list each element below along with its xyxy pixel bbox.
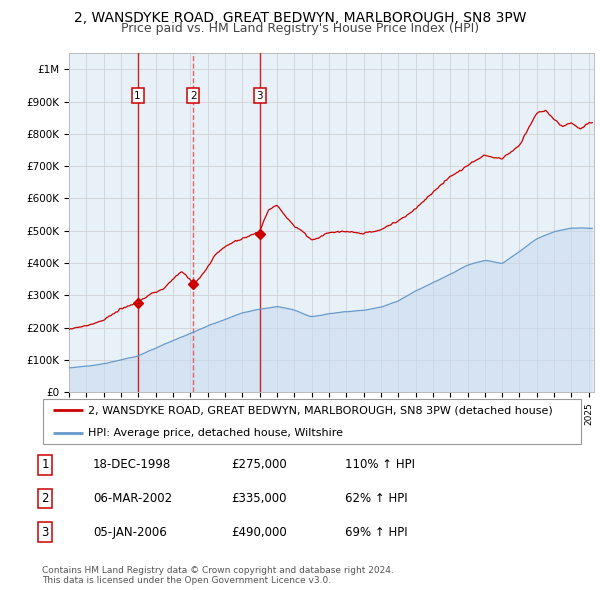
Text: 2: 2 xyxy=(190,90,197,100)
Text: Price paid vs. HM Land Registry's House Price Index (HPI): Price paid vs. HM Land Registry's House … xyxy=(121,22,479,35)
Text: 69% ↑ HPI: 69% ↑ HPI xyxy=(345,526,407,539)
Text: 110% ↑ HPI: 110% ↑ HPI xyxy=(345,458,415,471)
Text: 06-MAR-2002: 06-MAR-2002 xyxy=(93,492,172,505)
Text: Contains HM Land Registry data © Crown copyright and database right 2024.
This d: Contains HM Land Registry data © Crown c… xyxy=(42,566,394,585)
FancyBboxPatch shape xyxy=(43,398,581,444)
Text: 18-DEC-1998: 18-DEC-1998 xyxy=(93,458,171,471)
Text: £490,000: £490,000 xyxy=(231,526,287,539)
Text: 3: 3 xyxy=(256,90,263,100)
Text: 05-JAN-2006: 05-JAN-2006 xyxy=(93,526,167,539)
Text: 2, WANSDYKE ROAD, GREAT BEDWYN, MARLBOROUGH, SN8 3PW (detached house): 2, WANSDYKE ROAD, GREAT BEDWYN, MARLBORO… xyxy=(88,405,553,415)
Text: £335,000: £335,000 xyxy=(231,492,287,505)
Text: HPI: Average price, detached house, Wiltshire: HPI: Average price, detached house, Wilt… xyxy=(88,428,343,438)
Text: 2, WANSDYKE ROAD, GREAT BEDWYN, MARLBOROUGH, SN8 3PW: 2, WANSDYKE ROAD, GREAT BEDWYN, MARLBORO… xyxy=(74,11,526,25)
Text: 3: 3 xyxy=(41,526,49,539)
Text: 1: 1 xyxy=(134,90,141,100)
Text: £275,000: £275,000 xyxy=(231,458,287,471)
Text: 1: 1 xyxy=(41,458,49,471)
Text: 2: 2 xyxy=(41,492,49,505)
Text: 62% ↑ HPI: 62% ↑ HPI xyxy=(345,492,407,505)
